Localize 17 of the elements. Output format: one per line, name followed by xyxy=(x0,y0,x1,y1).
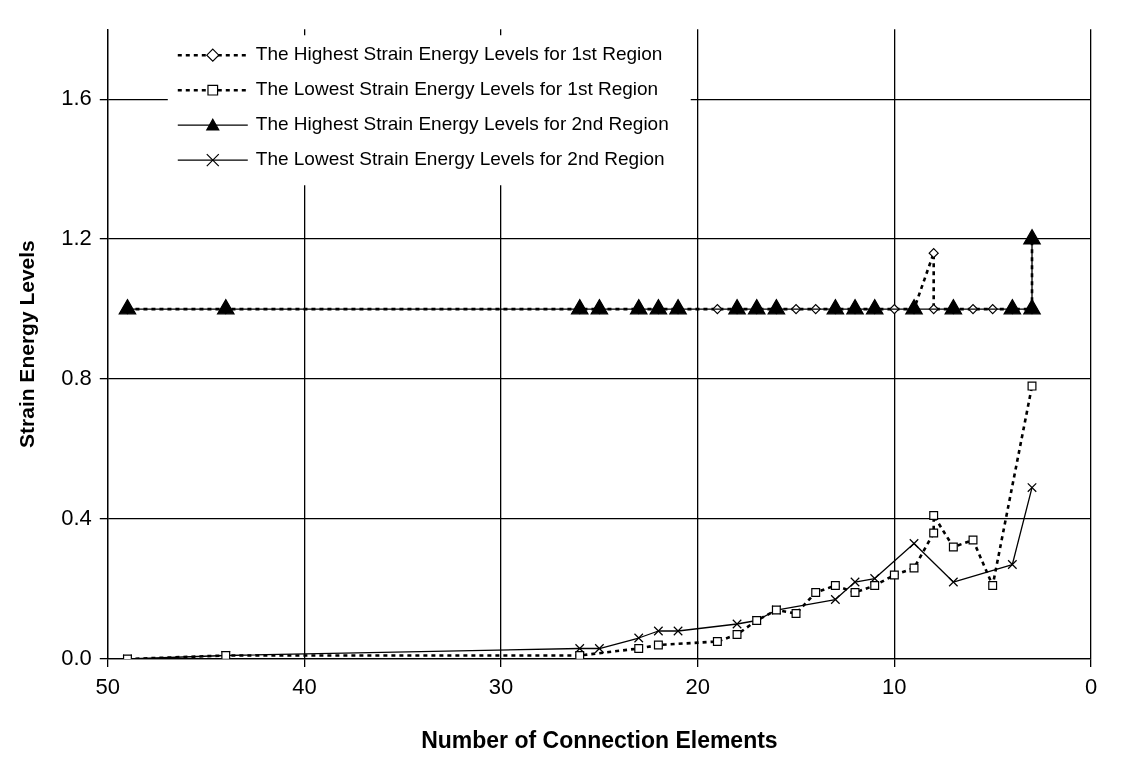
y-tick-label: 0.0 xyxy=(61,645,92,671)
legend-label: The Highest Strain Energy Levels for 2nd Region xyxy=(255,113,669,135)
x-tick-label: 50 xyxy=(95,674,121,700)
y-tick-label: 1.6 xyxy=(61,85,92,111)
x-tick-label: 20 xyxy=(685,674,710,700)
legend-label: The Lowest Strain Energy Levels for 1st Region xyxy=(255,78,659,100)
x-tick-label: 30 xyxy=(488,674,514,700)
y-tick-label: 0.4 xyxy=(61,505,92,531)
y-tick-label: 0.8 xyxy=(61,365,92,391)
y-axis-title: Strain Energy Levels xyxy=(15,240,39,448)
legend-label: The Lowest Strain Energy Levels for 2nd Region xyxy=(255,148,665,170)
x-tick-label: 10 xyxy=(882,674,907,700)
y-tick-label: 1.2 xyxy=(61,225,92,251)
legend-label: The Highest Strain Energy Levels for 1st Region xyxy=(255,43,663,65)
x-tick-label: 0 xyxy=(1084,674,1098,700)
x-tick-label: 40 xyxy=(292,674,317,700)
x-axis-title: Number of Connection Elements xyxy=(421,726,778,753)
